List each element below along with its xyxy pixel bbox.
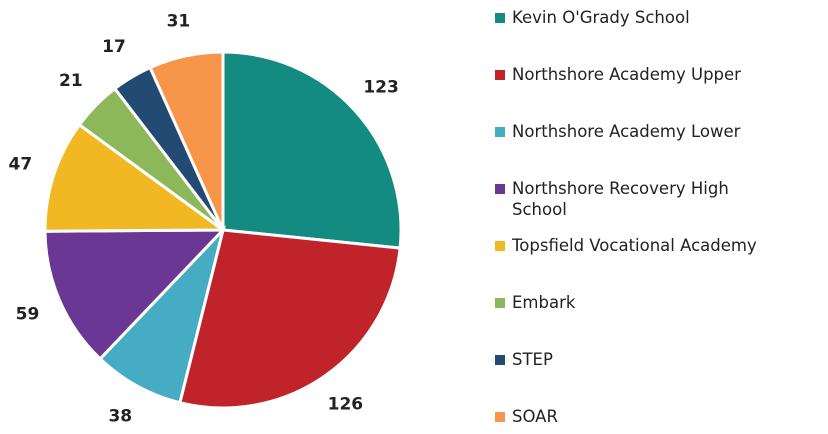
legend-item: Northshore Academy Upper: [495, 64, 815, 85]
pie-slice: [98, 224, 226, 405]
legend-swatch: [495, 184, 505, 194]
legend-label: SOAR: [512, 407, 558, 426]
legend-label: Kevin O'Grady School: [512, 8, 690, 27]
legend-item: Northshore Recovery High School: [495, 178, 815, 220]
legend-item: Kevin O'Grady School: [495, 7, 815, 28]
legend-label: Northshore Academy Lower: [512, 122, 741, 141]
legend-swatch: [495, 13, 505, 23]
legend-label: Topsfield Vocational Academy: [512, 236, 757, 255]
legend-item: SOAR: [495, 406, 815, 427]
legend-swatch: [495, 412, 505, 422]
data-label: 21: [59, 71, 83, 91]
legend-label: Northshore Academy Upper: [512, 65, 741, 84]
legend-swatch: [495, 298, 505, 308]
legend-label: STEP: [512, 350, 553, 369]
data-label: 38: [108, 407, 132, 427]
data-label: 17: [102, 37, 126, 57]
legend-swatch: [495, 355, 505, 365]
legend-label: Embark: [512, 293, 576, 312]
legend-item: Topsfield Vocational Academy: [495, 235, 815, 256]
legend-item: Embark: [495, 292, 815, 313]
pie-slice: [221, 50, 403, 250]
pie-area: 123 126 38 59 47 21 17 31: [8, 12, 403, 427]
pie-slice: [178, 228, 402, 410]
data-label: 47: [8, 154, 32, 174]
data-label: 126: [328, 394, 364, 414]
data-label: 31: [167, 12, 191, 32]
data-label: 123: [363, 77, 399, 97]
pie-slice: [43, 228, 227, 361]
data-label: 59: [16, 305, 40, 325]
legend-item: Northshore Academy Lower: [495, 121, 815, 142]
legend-swatch: [495, 70, 505, 80]
legend-swatch: [495, 127, 505, 137]
legend-item: STEP: [495, 349, 815, 370]
pie-slice: [43, 122, 228, 233]
legend-swatch: [495, 241, 505, 251]
pie-slice: [148, 50, 225, 231]
legend-label: Northshore Recovery High School: [512, 179, 729, 219]
